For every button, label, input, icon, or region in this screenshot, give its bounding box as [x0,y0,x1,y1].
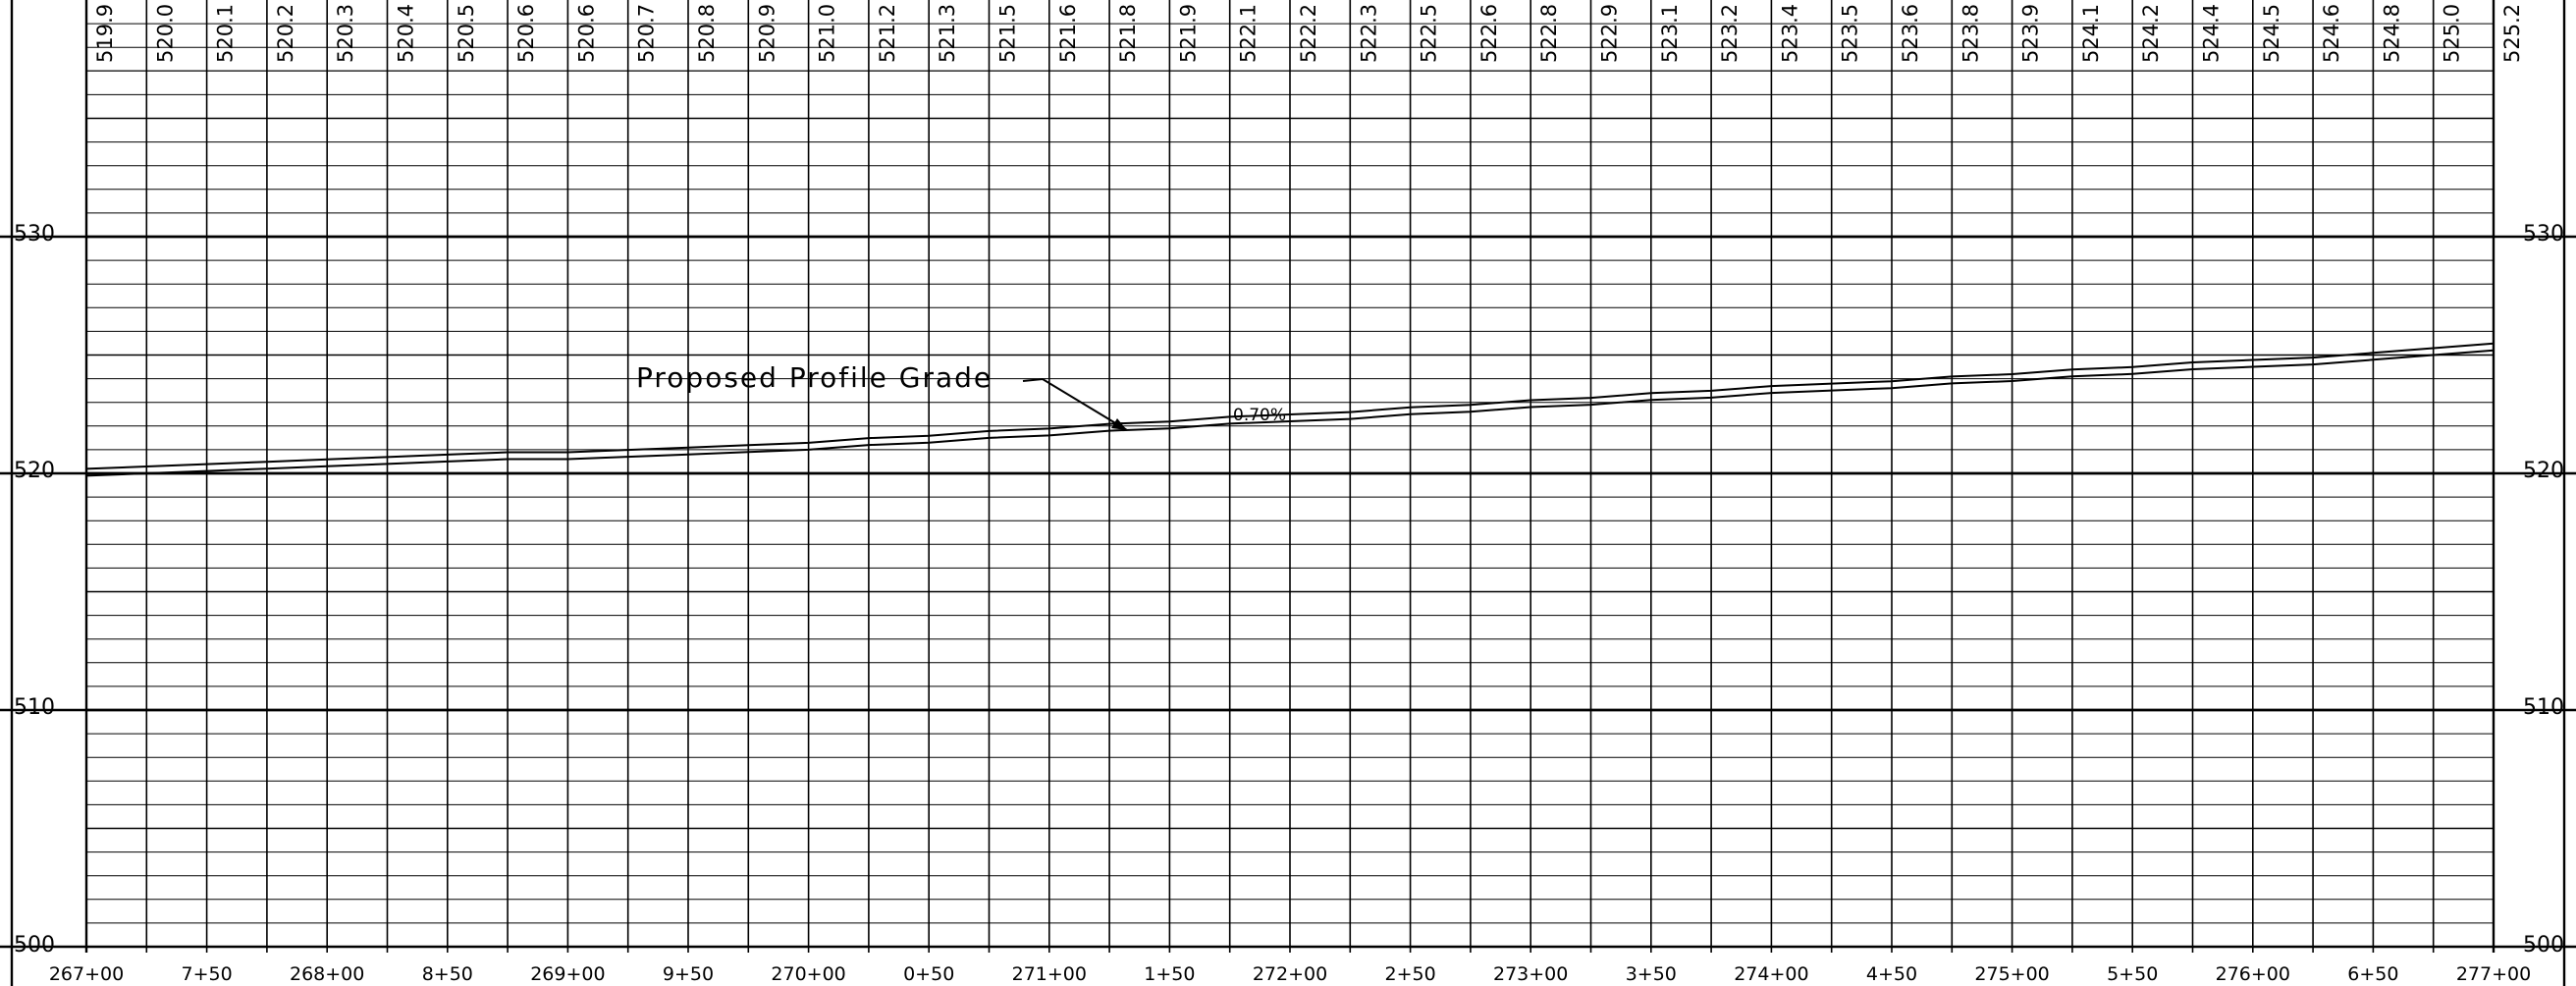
grade-elevation-label: 520.2 [274,4,297,63]
grade-elevation-label: 520.9 [755,4,778,63]
grade-elevation-label: 524.8 [2380,4,2403,63]
station-label: 5+50 [2107,963,2158,985]
station-label: 1+50 [1144,963,1195,985]
station-label: 7+50 [182,963,233,985]
grade-elevation-label: 520.0 [153,4,177,63]
station-label: 4+50 [1866,963,1917,985]
station-label: 6+50 [2347,963,2398,985]
station-label: 272+00 [1253,963,1327,985]
grade-elevation-label: 519.9 [93,4,117,63]
grade-elevation-label: 520.1 [214,4,238,63]
station-label: 273+00 [1493,963,1568,985]
elevation-label-right-510: 510 [2523,695,2564,720]
station-label: 276+00 [2216,963,2290,985]
grade-leader-arrowhead [1111,418,1127,430]
grade-elevation-label: 523.1 [1658,4,1682,63]
grade-elevation-label: 525.2 [2500,4,2524,63]
station-label: 275+00 [1974,963,2049,985]
grade-elevation-label: 521.0 [816,4,839,63]
station-label: 8+50 [422,963,473,985]
station-label: 0+50 [903,963,954,985]
grade-elevation-label: 522.8 [1537,4,1561,63]
elevation-axis-left: 530 520 510 500 [14,222,55,958]
grade-slope-label: 0.70% [1233,406,1286,425]
grade-elevation-label: 520.7 [635,4,659,63]
station-label: 268+00 [290,963,364,985]
elevation-label-left-510: 510 [14,695,55,720]
grade-elevation-label: 520.4 [395,4,418,63]
station-label: 9+50 [663,963,714,985]
grade-elevation-label: 522.2 [1297,4,1320,63]
elevation-label-left-500: 500 [14,933,55,958]
elevation-label-left-530: 530 [14,222,55,246]
proposed-profile-grade-lines [85,342,2495,477]
grade-elevation-label: 524.1 [2079,4,2103,63]
grade-elevation-label: 522.3 [1357,4,1380,63]
grade-elevation-label: 521.9 [1176,4,1200,63]
grade-line-lower [85,349,2495,477]
grade-elevation-label: 523.2 [1718,4,1742,63]
station-label: 269+00 [530,963,605,985]
grade-elevation-label: 521.8 [1116,4,1140,63]
elevation-label-right-520: 520 [2523,459,2564,483]
grade-elevation-label: 520.5 [455,4,478,63]
grade-elevation-label: 523.5 [1839,4,1862,63]
elevation-label-left-520: 520 [14,459,55,483]
station-labels: 267+00 7+50 268+00 8+50 269+00 9+50 270+00 0+50… [49,963,2531,985]
station-label: 270+00 [771,963,845,985]
grade-elevation-label: 522.9 [1598,4,1622,63]
grade-elevation-label: 523.6 [1899,4,1922,63]
elevation-label-right-530: 530 [2523,222,2564,246]
proposed-profile-grade-label: Proposed Profile Grade [636,361,993,394]
grade-elevation-label: 524.6 [2320,4,2343,63]
station-label: 271+00 [1012,963,1087,985]
grade-elevation-label: 520.6 [514,4,538,63]
grade-leader-line [1022,377,1128,431]
grade-elevation-label: 522.5 [1418,4,1441,63]
grade-line-upper [85,342,2495,470]
station-label: 277+00 [2456,963,2531,985]
grade-elevation-label: 524.5 [2260,4,2283,63]
elevation-label-right-500: 500 [2523,933,2564,958]
grade-elevation-label: 524.4 [2200,4,2224,63]
grade-elevation-label: 520.6 [574,4,598,63]
grade-elevation-label: 521.3 [936,4,959,63]
station-label: 2+50 [1385,963,1436,985]
station-label: 3+50 [1626,963,1677,985]
grade-elevation-label: 520.3 [334,4,357,63]
grade-elevation-labels: 519.9 520.0 520.1 520.2 520.3 520.4 520.5 520.6… [93,4,2524,63]
grade-elevation-label: 523.8 [1959,4,1982,63]
grade-elevation-label: 525.0 [2441,4,2464,63]
station-label: 274+00 [1734,963,1808,985]
grade-elevation-label: 521.2 [876,4,899,63]
grade-elevation-label: 522.1 [1237,4,1261,63]
elevation-axis-right: 530 520 510 500 [2523,222,2564,958]
grade-elevation-label: 522.6 [1477,4,1501,63]
grade-elevation-label: 520.8 [695,4,719,63]
grade-elevation-label: 524.2 [2139,4,2163,63]
grade-annotation: Proposed Profile Grade 0.70% [636,361,1286,431]
grade-elevation-label: 521.5 [996,4,1020,63]
grade-elevation-label: 521.6 [1056,4,1080,63]
grade-elevation-label: 523.4 [1778,4,1801,63]
grade-elevation-label: 523.9 [2019,4,2043,63]
station-label: 267+00 [49,963,124,985]
